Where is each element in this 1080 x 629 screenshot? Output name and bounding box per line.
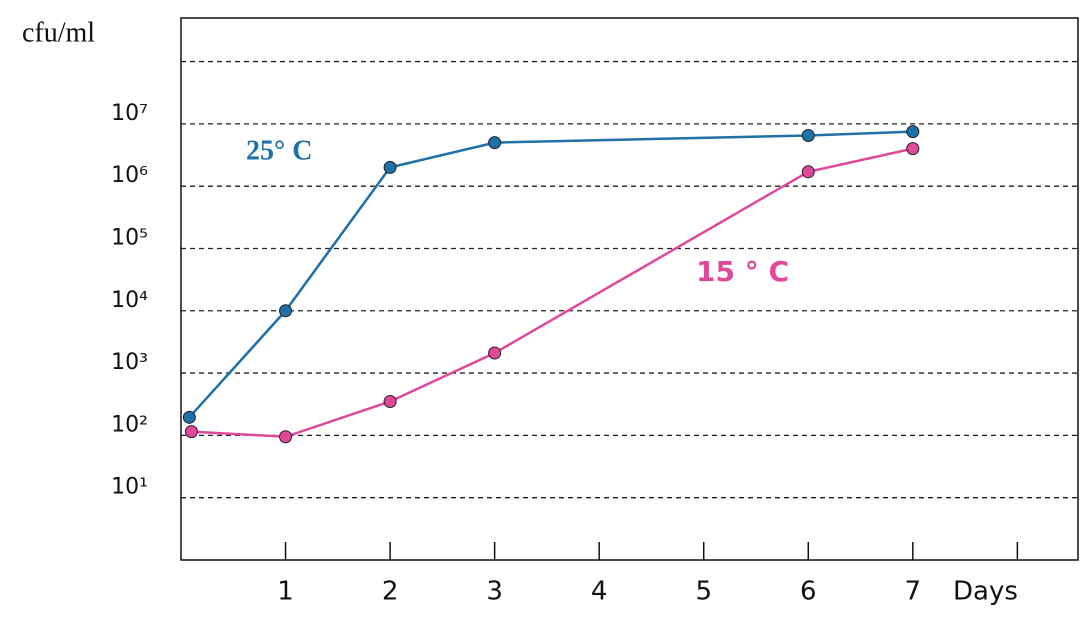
y-tick-label: 10² xyxy=(111,412,148,437)
data-point xyxy=(801,165,815,179)
x-tick-label: 2 xyxy=(382,577,399,607)
series-label: 15 ° C xyxy=(696,255,789,288)
x-tick-label: 1 xyxy=(277,577,294,607)
y-tick-label: 10⁵ xyxy=(111,225,148,250)
data-point xyxy=(383,160,397,174)
data-point xyxy=(279,430,293,444)
y-tick-label: 10⁴ xyxy=(111,288,148,313)
x-tick-label: 4 xyxy=(591,577,608,607)
series-label: 25° C xyxy=(246,135,312,166)
data-point xyxy=(279,304,293,318)
data-point xyxy=(906,125,920,139)
y-tick-label: 10³ xyxy=(111,350,148,375)
x-tick-label: 3 xyxy=(486,577,503,607)
x-tick-label: 5 xyxy=(695,577,712,607)
y-axis-label: cfu/ml xyxy=(22,17,95,48)
x-axis-label: Days xyxy=(953,577,1018,607)
data-point xyxy=(488,136,502,150)
series-line xyxy=(191,147,914,439)
series-line xyxy=(188,130,913,419)
x-tick-label: 6 xyxy=(800,577,817,607)
y-tick-label: 10⁷ xyxy=(111,101,148,126)
data-point xyxy=(182,410,196,424)
y-tick-label: 10⁶ xyxy=(111,163,148,188)
data-point xyxy=(488,346,502,360)
y-tick-label: 10¹ xyxy=(111,475,148,500)
data-point xyxy=(906,142,920,156)
data-point xyxy=(801,129,815,143)
data-point xyxy=(184,425,198,439)
data-point xyxy=(383,394,397,408)
plot-frame xyxy=(180,17,1079,561)
x-tick-label: 7 xyxy=(905,577,922,607)
